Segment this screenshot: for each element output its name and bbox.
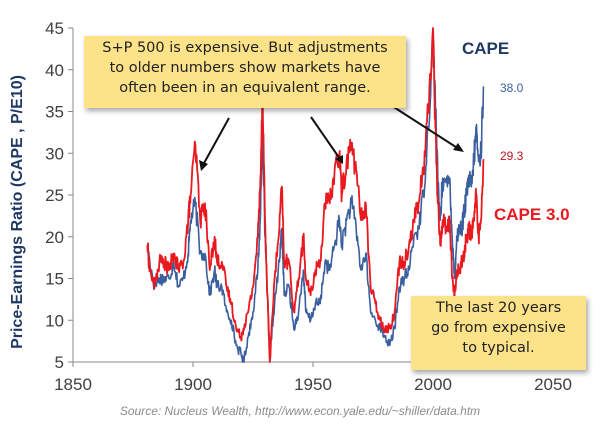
- source-caption: Source: Nucleus Wealth, http://www.econ.…: [119, 404, 481, 418]
- y-tick-label: 40: [45, 61, 64, 80]
- annotation-line: often been in an equivalent range.: [119, 80, 371, 96]
- y-tick-label: 45: [45, 19, 64, 38]
- y-tick-label: 15: [45, 270, 64, 289]
- x-tick-label: 1900: [174, 375, 212, 394]
- series-layer: [146, 27, 485, 363]
- arrow-2015-head: [453, 143, 464, 152]
- series-line-cape: [146, 31, 485, 363]
- annotation-line: S+P 500 is expensive. But adjustments: [102, 40, 388, 56]
- x-tick-label: 1950: [294, 375, 332, 394]
- arrow-1960: [310, 116, 341, 160]
- arrow-2015: [388, 103, 460, 150]
- x-tick-label: 2000: [414, 375, 452, 394]
- arrow-1900: [202, 117, 230, 166]
- y-axis: 5 10 15 20 25 30 35 40 45: [45, 19, 74, 372]
- annotation-note-expensive: S+P 500 is expensive. But adjustments to…: [84, 36, 406, 108]
- series-line-cape-3: [146, 27, 485, 363]
- annotation-line: The last 20 years: [435, 300, 562, 316]
- y-tick-label: 5: [55, 353, 64, 372]
- annotation-arrows: [199, 103, 464, 171]
- end-value-cape-3: 29.3: [500, 149, 524, 163]
- y-axis-label: Price-Earnings Ratio (CAPE , P/E10): [9, 75, 26, 349]
- y-tick-label: 20: [45, 228, 64, 247]
- x-tick-label: 2050: [534, 375, 572, 394]
- annotation-line: to older numbers show markets have: [109, 60, 381, 76]
- annotation-note-last-20-years: The last 20 years go from expensive to t…: [411, 296, 586, 370]
- series-label-cape: CAPE: [462, 39, 509, 58]
- arrow-1960-head: [335, 155, 343, 164]
- y-tick-label: 35: [45, 103, 64, 122]
- annotation-line: go from expensive: [431, 320, 566, 336]
- arrow-1900-head: [199, 160, 208, 171]
- x-tick-label: 1850: [54, 375, 92, 394]
- y-tick-label: 30: [45, 144, 64, 163]
- end-value-cape: 38.0: [500, 81, 524, 95]
- series-label-cape-3: CAPE 3.0: [494, 205, 570, 224]
- y-tick-label: 10: [45, 311, 64, 330]
- annotation-line: to typical.: [462, 340, 535, 356]
- y-tick-label: 25: [45, 186, 64, 205]
